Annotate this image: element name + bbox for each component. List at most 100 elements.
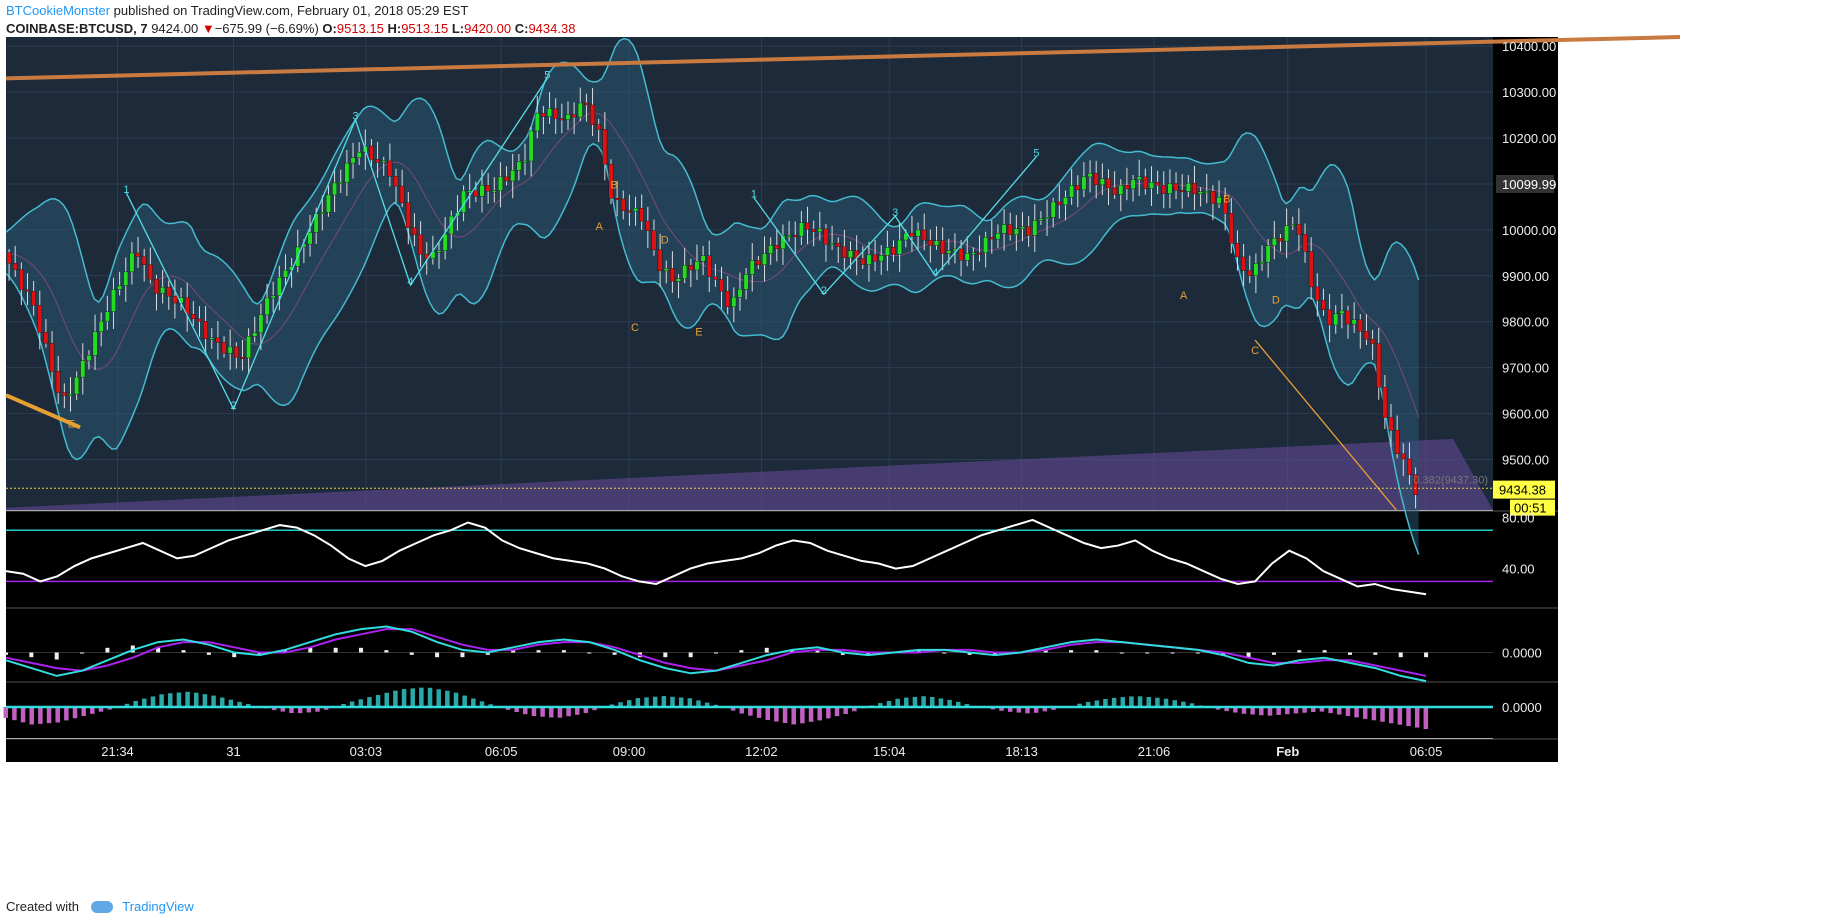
candle — [1253, 263, 1259, 276]
candle — [1388, 417, 1394, 431]
candle — [1001, 224, 1007, 234]
oscillator-bar — [652, 696, 658, 707]
candle — [620, 198, 626, 211]
oscillator-bar — [488, 704, 493, 707]
oscillator-bar — [471, 698, 476, 707]
candle — [688, 264, 694, 271]
candle — [1155, 182, 1161, 186]
oscillator-bar — [479, 701, 485, 707]
candle — [559, 118, 565, 121]
oscillator-bar — [211, 695, 216, 707]
oscillator-bar — [1042, 707, 1048, 712]
oscillator-bar — [237, 701, 242, 707]
candle — [608, 164, 614, 199]
oscillator-bar — [566, 707, 571, 717]
tradingview-link[interactable]: TradingView — [122, 899, 194, 914]
oscillator-bar — [1233, 707, 1238, 713]
candle — [798, 222, 804, 237]
macd-histogram-bar — [663, 652, 668, 658]
oscillator-bar — [271, 707, 277, 711]
candle — [332, 182, 337, 196]
candle — [1351, 319, 1357, 325]
wave-label-cyan: 4 — [407, 276, 413, 288]
oscillator-bar — [687, 698, 693, 707]
candle — [670, 268, 675, 282]
candle — [762, 253, 767, 265]
macd-histogram-bar — [1170, 652, 1175, 654]
macd-histogram-bar — [384, 650, 389, 653]
oscillator-bar — [12, 707, 17, 721]
oscillator-bar — [852, 707, 857, 712]
macd-histogram-bar — [536, 650, 541, 653]
oscillator-bar — [1137, 696, 1143, 707]
candle — [1333, 313, 1339, 326]
oscillator-bar — [791, 707, 796, 725]
macd-histogram-bar — [1297, 650, 1302, 653]
candle — [768, 245, 774, 254]
macd-histogram-bar — [1348, 652, 1353, 655]
oscillator-bar — [1293, 707, 1299, 714]
candle — [1364, 331, 1369, 340]
candle — [786, 235, 792, 237]
low-label: L: — [451, 21, 465, 36]
candle — [1013, 228, 1019, 235]
candle — [940, 240, 946, 254]
candle — [1142, 176, 1148, 189]
candle — [1069, 185, 1075, 198]
wave-label-cyan: 2 — [230, 400, 236, 412]
candle — [682, 264, 688, 279]
candle — [270, 295, 276, 299]
wave-label-orange: B — [611, 180, 618, 192]
candle — [412, 227, 417, 235]
candle — [31, 291, 37, 306]
candle — [1314, 286, 1320, 301]
time-tick-label: 06:05 — [485, 744, 518, 759]
candle — [719, 279, 724, 292]
oscillator-bar — [185, 691, 190, 707]
candle — [989, 236, 995, 240]
publish-line: BTCookieMonster published on TradingView… — [6, 3, 468, 18]
oscillator-bar — [1085, 701, 1091, 707]
bollinger-basis — [5, 112, 1420, 418]
candle — [657, 249, 663, 272]
candle — [927, 239, 933, 246]
macd-histogram-bar — [105, 647, 110, 653]
oscillator-bar — [644, 697, 649, 707]
candle — [694, 261, 700, 271]
macd-histogram-bar — [333, 647, 338, 653]
author-link[interactable]: BTCookieMonster — [6, 3, 111, 18]
price-tick-label: 10000.00 — [1502, 223, 1556, 238]
candle — [1235, 243, 1240, 258]
oscillator-bar — [505, 707, 511, 710]
rsi-tick-label: 40.00 — [1502, 562, 1535, 577]
price-tick-label: 10400.00 — [1502, 39, 1556, 54]
oscillator-bar — [64, 707, 69, 721]
candle — [860, 258, 866, 265]
macd-histogram-bar — [688, 652, 693, 658]
oscillator-bar — [531, 707, 537, 716]
oscillator-bar — [1319, 707, 1325, 712]
oscillator-bar — [670, 696, 675, 707]
macd-histogram-bar — [206, 652, 211, 655]
time-tick-label: 09:00 — [613, 744, 646, 759]
candle — [1222, 197, 1228, 214]
symbol-line: COINBASE:BTCUSD, 7 9424.00 ▼−675.99 (−6.… — [6, 21, 575, 36]
candle — [338, 181, 344, 184]
candle — [1161, 185, 1167, 194]
macd-histogram-bar — [764, 647, 769, 653]
candle — [405, 202, 411, 228]
candle — [1081, 176, 1087, 191]
oscillator-bar — [219, 697, 225, 707]
macd-histogram-bar — [282, 650, 287, 653]
oscillator-bar — [618, 702, 623, 707]
macd-histogram-bar — [156, 647, 161, 653]
macd-histogram-bar — [612, 652, 617, 655]
candle — [1087, 173, 1093, 178]
oscillator-bar — [704, 702, 710, 707]
oscillator-bar — [280, 707, 286, 712]
price-tick-label: 9600.00 — [1502, 407, 1549, 422]
candle — [479, 185, 485, 197]
candle — [921, 229, 927, 241]
candle — [418, 234, 423, 255]
